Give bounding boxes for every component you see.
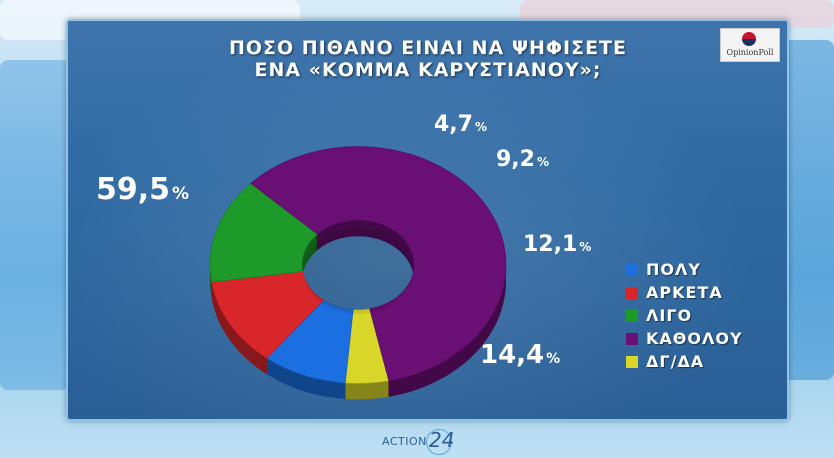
donut-slice-2 — [211, 271, 324, 359]
chart-title-line-2: ΕΝΑ «ΚΟΜΜΑ ΚΑΡΥΣΤΙΑΝΟΥ»; — [254, 59, 602, 81]
donut-slice-4 — [250, 146, 507, 382]
chart-title: ΠΟΣΟ ΠΙΘΑΝΟ ΕΙΝΑΙ ΝΑ ΨΗΦΙΣΕΤΕ ΕΝΑ «ΚΟΜΜΑ… — [188, 37, 668, 81]
legend-label: ΠΟΛΥ — [646, 260, 701, 279]
legend-swatch — [626, 356, 638, 368]
data-label-3: 14,4% — [480, 340, 560, 370]
opinion-poll-logo-text: OpinionPoll — [726, 48, 774, 57]
data-label-4: 59,5% — [96, 172, 189, 207]
action24-logo-number: 24 — [429, 428, 455, 452]
data-label-1: 9,2% — [496, 147, 549, 172]
action24-logo-text: ACTION — [382, 435, 427, 448]
opinion-poll-logo-icon — [742, 32, 756, 46]
donut-hole — [304, 227, 412, 315]
legend-label: ΔΓ/ΔΑ — [646, 352, 705, 371]
legend-label: ΑΡΚΕΤΑ — [646, 283, 723, 302]
opinion-poll-logo: OpinionPoll — [720, 28, 780, 62]
data-label-2: 12,1% — [523, 232, 591, 257]
action24-logo-ring-icon — [426, 429, 452, 455]
legend-swatch — [626, 287, 638, 299]
legend-swatch — [626, 333, 638, 345]
legend-label: ΛΙΓΟ — [646, 306, 693, 325]
legend-label: ΚΑΘΟΛΟΥ — [646, 329, 743, 348]
chart-title-line-1: ΠΟΣΟ ΠΙΘΑΝΟ ΕΙΝΑΙ ΝΑ ΨΗΦΙΣΕΤΕ — [228, 37, 627, 59]
donut-chart: 9,2 % 12,1 % 14,4 % 59,5 % 4,7% — [96, 112, 591, 400]
background-stripe — [0, 60, 70, 390]
legend-swatch — [626, 310, 638, 322]
donut-slice-3 — [209, 182, 318, 283]
legend-swatch — [626, 264, 638, 276]
data-label-5: 4,7% — [434, 112, 487, 137]
chart-panel: ΠΟΣΟ ΠΙΘΑΝΟ ΕΙΝΑΙ ΝΑ ΨΗΦΙΣΕΤΕ ΕΝΑ «ΚΟΜΜΑ… — [66, 19, 789, 421]
